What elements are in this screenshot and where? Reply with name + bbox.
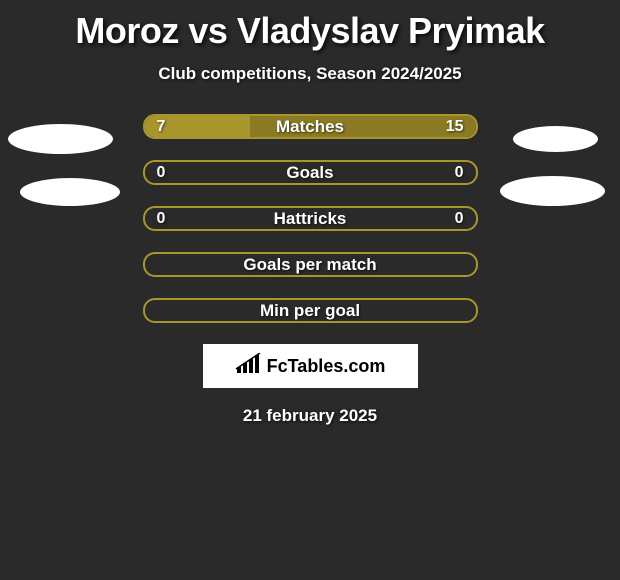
player-left-avatar-2	[20, 178, 120, 206]
date-text: 21 february 2025	[0, 406, 620, 426]
player-right-avatar-1	[513, 126, 598, 152]
stat-label: Goals	[286, 163, 333, 183]
page-title: Moroz vs Vladyslav Pryimak	[0, 10, 620, 52]
player-left-avatar-1	[8, 124, 113, 154]
subtitle: Club competitions, Season 2024/2025	[0, 64, 620, 84]
chart-bars-icon	[235, 353, 261, 380]
player-right-avatar-2	[500, 176, 605, 206]
main-container: Moroz vs Vladyslav Pryimak Club competit…	[0, 0, 620, 436]
stat-label: Goals per match	[243, 255, 376, 275]
stat-value-left: 0	[157, 164, 166, 182]
stat-value-right: 0	[455, 164, 464, 182]
stat-value-left: 0	[157, 210, 166, 228]
stats-area: 7 15 Matches 0 0 Goals 0 0 Hattricks Goals per ma…	[0, 114, 620, 323]
stat-label: Matches	[276, 117, 344, 137]
stat-label: Hattricks	[274, 209, 347, 229]
stat-value-right: 15	[446, 118, 464, 136]
stat-value-left: 7	[157, 118, 166, 136]
logo-box: FcTables.com	[203, 344, 418, 388]
stat-value-right: 0	[455, 210, 464, 228]
stat-label: Min per goal	[260, 301, 360, 321]
stat-row: Goals per match	[143, 252, 478, 277]
stat-row: 0 0 Goals	[143, 160, 478, 185]
logo-text: FcTables.com	[267, 356, 386, 377]
stat-row: 0 0 Hattricks	[143, 206, 478, 231]
stat-row: 7 15 Matches	[143, 114, 478, 139]
stat-row: Min per goal	[143, 298, 478, 323]
